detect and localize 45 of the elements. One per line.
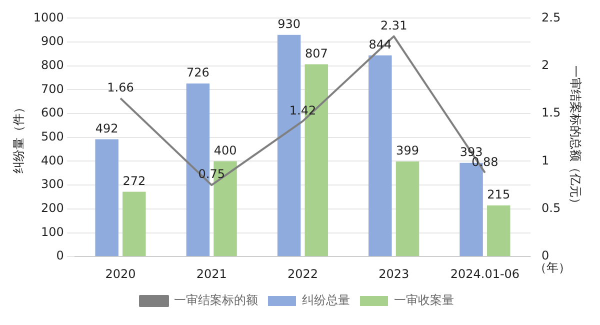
legend-label: 一审收案量 bbox=[394, 293, 454, 308]
data-label: 726 bbox=[186, 66, 210, 80]
y2-tick-label: 2 bbox=[542, 58, 550, 72]
y-tick-label: 100 bbox=[41, 224, 64, 239]
bar bbox=[368, 55, 392, 256]
y-axis-title: 纠纷量（件） bbox=[11, 101, 26, 174]
x-tick-label: 2021 bbox=[196, 266, 227, 281]
y-tick-label: 200 bbox=[41, 201, 64, 216]
data-label: 1.42 bbox=[289, 103, 316, 118]
data-label: 400 bbox=[214, 143, 237, 158]
y2-tick-label: 1 bbox=[542, 153, 550, 168]
y2-tick-label: 2.5 bbox=[542, 10, 561, 24]
data-label: 272 bbox=[122, 174, 146, 188]
y2-axis-title: 一审结案标的总额（亿元） bbox=[568, 65, 583, 210]
y-tick-label: 700 bbox=[41, 82, 64, 96]
data-label: 2.31 bbox=[380, 18, 408, 32]
x-axis-title: （年） bbox=[534, 260, 571, 275]
data-label: 399 bbox=[396, 144, 419, 158]
data-label: 0.75 bbox=[198, 167, 225, 182]
y2-tick-label: 1.5 bbox=[542, 106, 561, 120]
x-tick-label: 2022 bbox=[287, 266, 318, 281]
legend-label: 一审结案标的额 bbox=[174, 293, 258, 308]
bar bbox=[487, 205, 510, 256]
y-tick-label: 500 bbox=[41, 130, 64, 144]
data-label: 1.66 bbox=[107, 80, 134, 94]
y2-tick-label: 0.5 bbox=[542, 201, 561, 216]
y-tick-label: 400 bbox=[41, 153, 64, 168]
x-tick-label: 2020 bbox=[105, 266, 136, 281]
bar bbox=[122, 192, 146, 256]
bar bbox=[396, 161, 420, 256]
data-label: 492 bbox=[95, 121, 118, 136]
x-tick-label: 2024.01-06 bbox=[450, 266, 520, 281]
y-tick-label: 800 bbox=[41, 58, 64, 72]
data-label: 215 bbox=[487, 187, 510, 202]
y-tick-label: 600 bbox=[41, 106, 64, 120]
x-tick-label: 2023 bbox=[378, 266, 410, 281]
y-tick-label: 1000 bbox=[33, 10, 64, 24]
y-tick-label: 0 bbox=[56, 248, 64, 263]
data-label: 930 bbox=[278, 17, 301, 32]
bar bbox=[95, 139, 118, 256]
y2-tick-label: 0 bbox=[542, 248, 550, 263]
y-tick-label: 900 bbox=[41, 34, 64, 48]
y-tick-label: 300 bbox=[41, 177, 64, 192]
data-label: 807 bbox=[304, 46, 328, 60]
legend-label: 纠纷总量 bbox=[302, 293, 350, 308]
